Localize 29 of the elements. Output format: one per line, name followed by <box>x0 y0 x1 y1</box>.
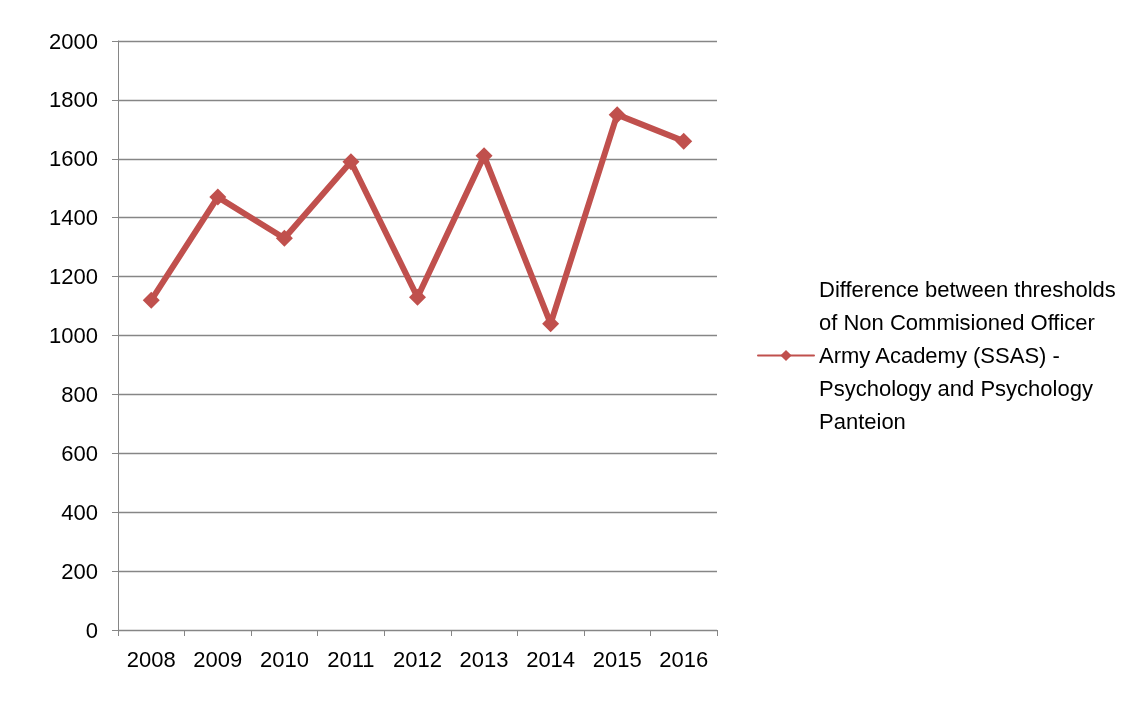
x-tick-label: 2012 <box>393 646 442 672</box>
x-tick-label: 2008 <box>126 646 176 672</box>
y-tick-label: 2000 <box>49 28 98 54</box>
x-tick-label: 2010 <box>259 646 309 672</box>
x-tick-label: 2014 <box>526 646 576 672</box>
y-tick-label: 1600 <box>49 146 98 172</box>
x-tick-label: 2013 <box>459 646 509 672</box>
y-tick-label: 600 <box>61 440 98 466</box>
y-tick-label: 1200 <box>49 264 98 290</box>
point <box>142 291 160 309</box>
point <box>675 132 693 150</box>
x-tick-label: 2015 <box>592 646 642 672</box>
point <box>275 229 293 247</box>
x-tick-label: 2011 <box>327 646 375 672</box>
y-tick-label: 0 <box>85 617 98 643</box>
y-tick-label: 800 <box>61 381 98 407</box>
point <box>409 288 426 306</box>
point <box>342 153 360 171</box>
y-tick-label: 1000 <box>49 323 98 348</box>
legend-label: Difference between thresholds of Non Commisioned Officer Army Academy (SSAS) - Psychology and Psychology Panteion <box>819 277 1122 434</box>
point <box>475 147 493 165</box>
y-tick-label: 1400 <box>49 205 98 231</box>
y-tick-label: 400 <box>61 499 98 525</box>
x-tick-label: 2009 <box>193 646 243 672</box>
point <box>209 188 227 206</box>
point <box>608 106 626 124</box>
x-tick-label: 2016 <box>659 646 709 672</box>
y-tick-label: 200 <box>61 558 98 584</box>
y-tick-label: 1800 <box>49 87 98 113</box>
